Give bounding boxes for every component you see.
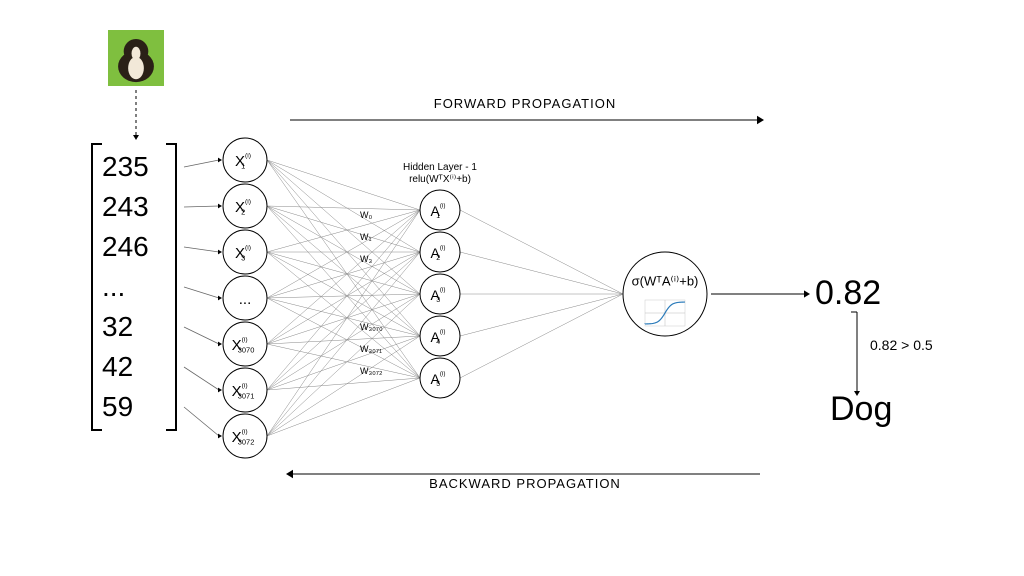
edge-input-hidden — [267, 294, 420, 298]
vector-entry: ... — [102, 271, 125, 302]
backward-prop-label: BACKWARD PROPAGATION — [429, 476, 621, 491]
output-node: σ(WᵀA⁽ⁱ⁾+b) — [623, 252, 707, 336]
edge-input-hidden — [267, 252, 420, 390]
vector-entry: 59 — [102, 391, 133, 422]
edge-input-hidden — [267, 210, 420, 298]
vector-entry: 32 — [102, 311, 133, 342]
weight-label: W₃₀₇₂ — [360, 366, 383, 376]
weight-label: W₃₀₇₀ — [360, 322, 383, 332]
edge-hidden-output — [460, 210, 623, 294]
edge-input-hidden — [267, 336, 420, 344]
weight-label: W₁ — [360, 232, 372, 242]
vector-entry: 235 — [102, 151, 149, 182]
vector-entry: 246 — [102, 231, 149, 262]
input-node: X(i)3071 — [223, 368, 267, 412]
edge-input-hidden — [267, 294, 420, 390]
edge-hidden-output — [460, 294, 623, 336]
hidden-node: A(i)5 — [420, 358, 460, 398]
input-node: X(i)3072 — [223, 414, 267, 458]
input-node: X(i)3 — [223, 230, 267, 274]
edge-input-hidden — [267, 378, 420, 390]
vector-entry: 42 — [102, 351, 133, 382]
input-node: X(i)2 — [223, 184, 267, 228]
edge-input-hidden — [267, 298, 420, 378]
edge-input-hidden — [267, 160, 420, 378]
input-node: X(i)3070 — [223, 322, 267, 366]
edge-input-hidden — [267, 206, 420, 378]
edge-input-hidden — [267, 206, 420, 252]
edge-input-hidden — [267, 160, 420, 210]
svg-text:σ(WᵀA⁽ⁱ⁾+b): σ(WᵀA⁽ⁱ⁾+b) — [632, 273, 699, 288]
edge-input-hidden — [267, 336, 420, 436]
weight-label: W₀ — [360, 210, 372, 220]
forward-prop-label: FORWARD PROPAGATION — [434, 96, 616, 111]
svg-text:...: ... — [239, 291, 252, 308]
edge-input-hidden — [267, 206, 420, 294]
input-vector: 235 243 246... 32 42 59 — [92, 144, 176, 430]
edge-input-hidden — [267, 210, 420, 436]
input-node: X(i)1 — [223, 138, 267, 182]
input-image-thumb — [108, 30, 164, 86]
hidden-layer-subtitle: relu(WᵀX⁽ⁱ⁾+b) — [409, 174, 471, 185]
edge-input-hidden — [267, 160, 420, 252]
edge-input-hidden — [267, 378, 420, 436]
edge-input-hidden — [267, 160, 420, 336]
input-node: ... — [223, 276, 267, 320]
weight-label: W₃₀₇₁ — [360, 344, 382, 354]
edge-input-hidden — [267, 252, 420, 298]
edge-input-hidden — [267, 160, 420, 294]
hidden-node: A(i)2 — [420, 232, 460, 272]
edge-input-hidden — [267, 206, 420, 210]
hidden-layer-title: Hidden Layer - 1 — [403, 162, 477, 173]
output-value: 0.82 — [815, 274, 881, 312]
edge-input-hidden — [267, 294, 420, 344]
classification-label: Dog — [830, 390, 892, 428]
hidden-node: A(i)4 — [420, 316, 460, 356]
hidden-node: A(i)1 — [420, 190, 460, 230]
edge-input-hidden — [267, 210, 420, 252]
edge-hidden-output — [460, 252, 623, 294]
sigmoid-plot-icon — [645, 300, 685, 326]
vector-entry: 243 — [102, 191, 149, 222]
threshold-text: 0.82 > 0.5 — [870, 337, 933, 353]
edge-input-hidden — [267, 210, 420, 344]
weight-label: W₃ — [360, 254, 372, 264]
edge-input-hidden — [267, 344, 420, 378]
edge-hidden-output — [460, 294, 623, 378]
hidden-node: A(i)3 — [420, 274, 460, 314]
